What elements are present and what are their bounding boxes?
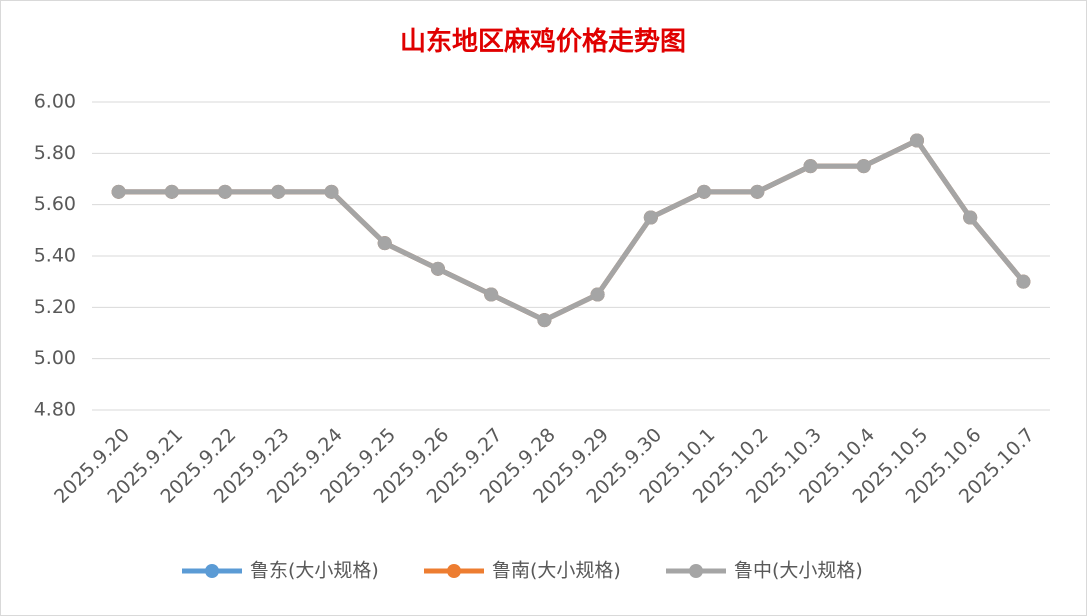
y-tick-label: 5.20 — [34, 296, 76, 318]
y-tick-label: 5.80 — [34, 142, 76, 164]
legend-label: 鲁南(大小规格) — [492, 560, 621, 582]
data-point — [750, 184, 765, 199]
y-tick-label: 6.00 — [34, 91, 76, 113]
data-point — [377, 236, 392, 251]
legend-label: 鲁东(大小规格) — [250, 560, 379, 582]
legend-label: 鲁中(大小规格) — [734, 560, 863, 582]
data-point — [803, 159, 818, 174]
legend-marker — [689, 564, 703, 578]
data-point — [271, 184, 286, 199]
data-point — [164, 184, 179, 199]
data-point — [218, 184, 233, 199]
legend-marker — [205, 564, 219, 578]
data-point — [697, 184, 712, 199]
data-point — [856, 159, 871, 174]
data-point — [537, 313, 552, 328]
data-point — [643, 210, 658, 225]
y-tick-label: 5.60 — [34, 193, 76, 215]
chart-title: 山东地区麻鸡价格走势图 — [400, 26, 686, 57]
y-tick-label: 5.40 — [34, 245, 76, 267]
data-point — [111, 184, 126, 199]
data-point — [590, 287, 605, 302]
data-point — [324, 184, 339, 199]
data-point — [909, 133, 924, 148]
series-line — [118, 138, 1026, 323]
data-point — [963, 210, 978, 225]
data-point — [484, 287, 499, 302]
y-tick-label: 4.80 — [34, 399, 76, 421]
y-tick-label: 5.00 — [34, 347, 76, 369]
legend-marker — [447, 564, 461, 578]
data-point — [430, 261, 445, 276]
data-point — [1016, 274, 1031, 289]
